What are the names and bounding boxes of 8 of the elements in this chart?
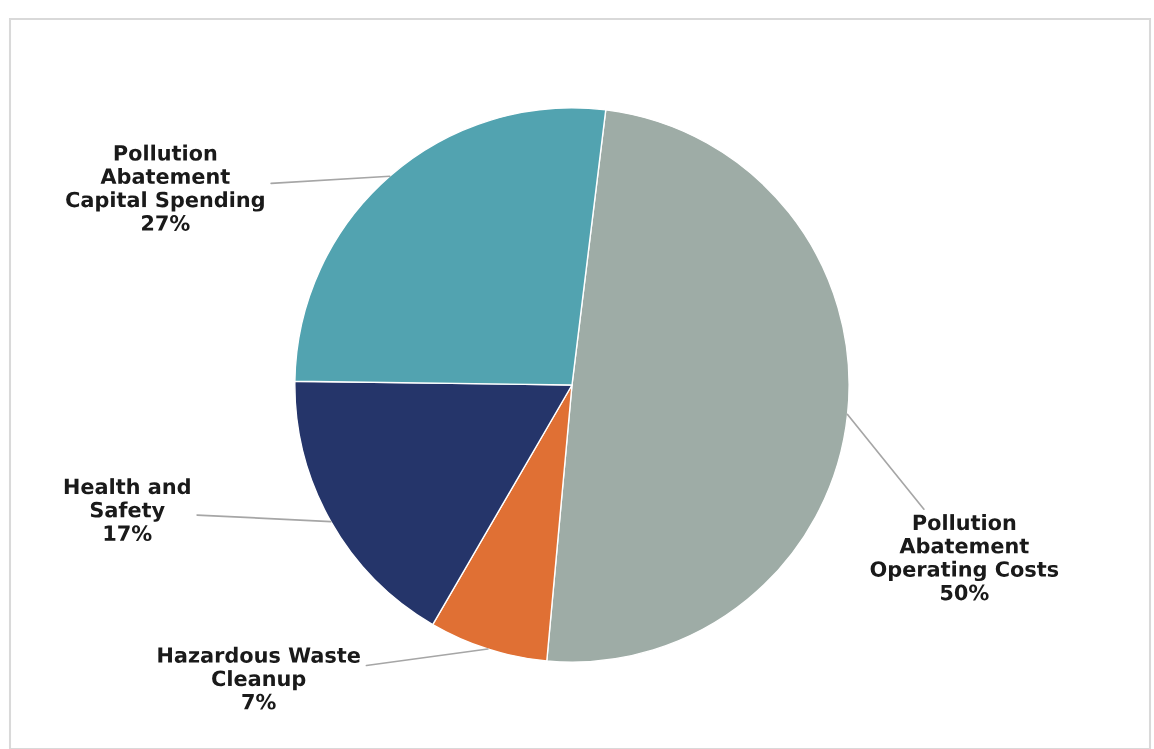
data-label: 7% bbox=[242, 693, 276, 710]
data-label: 17% bbox=[104, 525, 152, 542]
data-label: 27% bbox=[142, 215, 190, 231]
slice-label: Hazardous Waste Cleanup bbox=[158, 646, 360, 691]
slice-label: Health and Safety bbox=[64, 478, 190, 522]
slice-label: Pollution Abatement Capital Spending bbox=[66, 144, 264, 212]
slice-label: Pollution Abatement Operating Costs bbox=[870, 514, 1059, 582]
data-label: 50% bbox=[941, 584, 989, 601]
